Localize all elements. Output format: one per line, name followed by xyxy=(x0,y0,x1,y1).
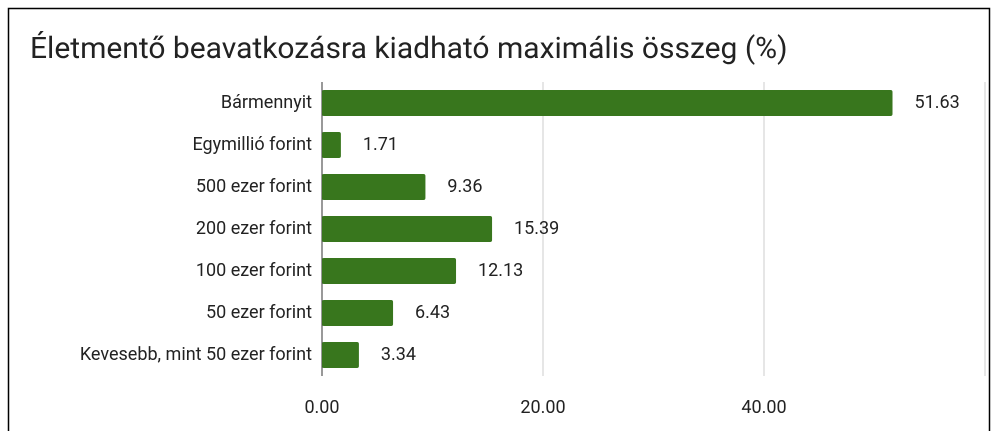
value-label: 15.39 xyxy=(514,218,559,239)
y-tick-label: Kevesebb, mint 50 ezer forint xyxy=(80,344,312,365)
value-label: 3.34 xyxy=(381,344,416,365)
y-tick-label: 200 ezer forint xyxy=(196,218,312,239)
value-label: 6.43 xyxy=(415,302,450,323)
x-tick-label: 0.00 xyxy=(304,397,339,418)
bar xyxy=(322,216,493,242)
bar xyxy=(322,132,341,158)
y-tick-label: Egymillió forint xyxy=(192,134,312,155)
y-tick-label: 100 ezer forint xyxy=(196,260,312,281)
value-label: 51.63 xyxy=(915,92,960,113)
x-tick-label: 20.00 xyxy=(520,397,565,418)
bar xyxy=(322,90,893,116)
frame xyxy=(7,7,991,431)
bar xyxy=(322,342,359,368)
y-tick-label: 50 ezer forint xyxy=(206,302,312,323)
bar xyxy=(322,258,457,284)
y-tick-label: Bármennyit xyxy=(221,92,312,113)
value-label: 12.13 xyxy=(478,260,523,281)
bar xyxy=(322,174,426,200)
bar xyxy=(322,300,394,326)
value-label: 9.36 xyxy=(447,176,482,197)
chart-title: Életmentő beavatkozásra kiadható maximál… xyxy=(30,31,788,66)
y-tick-label: 500 ezer forint xyxy=(196,176,312,197)
value-label: 1.71 xyxy=(363,134,398,155)
x-tick-label: 40.00 xyxy=(741,397,786,418)
